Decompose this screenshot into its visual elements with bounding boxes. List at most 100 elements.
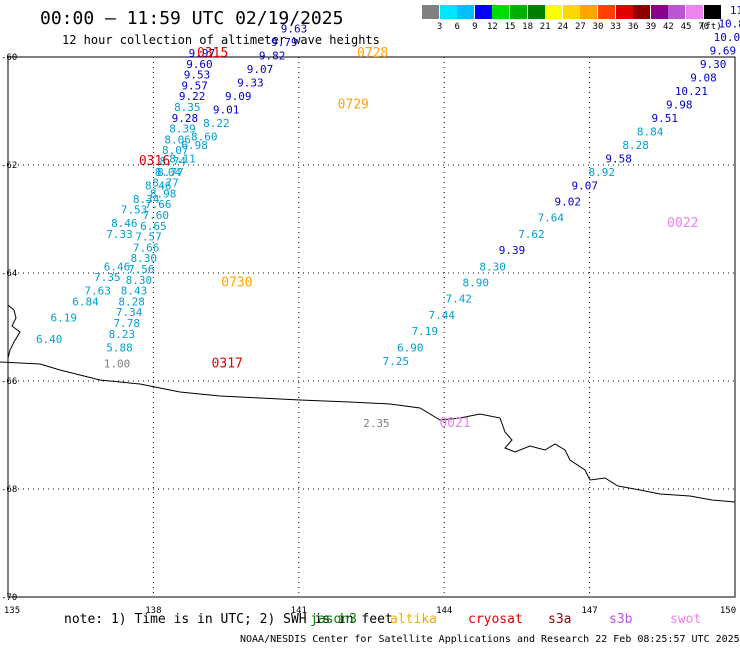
swh-value: 6.98	[181, 139, 208, 152]
swh-value: 8.98	[150, 187, 177, 200]
legend-label: 15	[504, 22, 516, 32]
swh-value: 7.19	[412, 325, 439, 338]
swh-value: 9.97	[189, 47, 216, 60]
pass-time-label: 0728	[357, 46, 388, 61]
swh-value: 8.23	[109, 328, 136, 341]
satellite-legend-item: s3a	[548, 612, 572, 627]
swh-value: 7.56	[128, 263, 155, 276]
swh-value: 8.74	[160, 155, 187, 168]
swh-value: 8.30	[126, 274, 153, 287]
swh-value: 8.35	[174, 101, 201, 114]
swh-value: 7.60	[143, 209, 170, 222]
swh-value: 9.79	[271, 36, 298, 49]
swh-value: 9.07	[572, 179, 599, 192]
swh-value: 9.08	[690, 71, 717, 84]
swh-value: 9.28	[172, 112, 199, 125]
swh-value: 9.82	[259, 50, 286, 63]
swh-value: 6.65	[140, 220, 167, 233]
swh-value: 7.53	[121, 204, 148, 217]
pass-time-label: 0316	[139, 154, 170, 169]
swh-value: 9.22	[179, 90, 206, 103]
satellite-legend-item: altika	[390, 612, 437, 627]
legend-swatch	[668, 5, 686, 19]
satellite-legend-item: jason3	[310, 612, 357, 627]
swh-value: 8.04	[155, 166, 182, 179]
swh-value: 8.92	[588, 166, 615, 179]
satellite-legend-item: cryosat	[468, 612, 523, 627]
swh-value: 9.53	[184, 69, 211, 82]
swh-value: 2.35	[363, 417, 390, 430]
swh-value: 10.82	[718, 17, 740, 30]
legend-label: 36	[627, 22, 639, 32]
swh-value: 9.33	[237, 77, 264, 90]
swh-value: 9.60	[186, 58, 213, 71]
swh-value: 7.66	[145, 198, 172, 211]
swh-value: 7.33	[106, 228, 133, 241]
legend-swatch	[457, 5, 475, 19]
swh-value: 7.78	[113, 317, 140, 330]
map-title: 00:00 – 11:59 UTC 02/19/2025	[40, 8, 344, 29]
legend-label: 39	[645, 22, 657, 32]
swh-value: 8.60	[191, 131, 218, 144]
swh-value: 9.02	[555, 196, 582, 209]
swh-value: 6.90	[397, 341, 424, 354]
footer-note: note: 1) Time is in UTC; 2) SWH is in fe…	[64, 612, 393, 627]
pass-time-label: 0315	[197, 46, 228, 61]
pass-time-label: 0729	[338, 97, 369, 112]
swh-value: 1.00	[104, 358, 131, 371]
swh-value: 6.84	[72, 295, 99, 308]
legend-swatch	[650, 5, 668, 19]
swh-value: 9.57	[181, 79, 208, 92]
swh-value: 7.25	[382, 355, 409, 368]
legend-swatch	[633, 5, 651, 19]
swh-value: 6.46	[104, 260, 131, 273]
legend-label: 9	[472, 22, 478, 32]
pass-time-label: 0317	[212, 357, 243, 372]
x-tick-label: 138	[145, 606, 161, 616]
legend-swatch	[492, 5, 510, 19]
swh-value: 10.05	[714, 31, 740, 44]
swh-value: 8.28	[622, 139, 649, 152]
swh-value: 9.01	[213, 104, 240, 117]
swh-value: 8.84	[637, 125, 664, 138]
y-tick-label: -62	[1, 161, 17, 171]
swh-value: 7.62	[518, 228, 545, 241]
satellite-legend-item: s3b	[609, 612, 633, 627]
swh-value: 8.30	[130, 252, 157, 265]
satellite-legend-item: swot	[670, 612, 702, 627]
legend-swatch	[545, 5, 563, 19]
x-tick-label: 144	[436, 606, 452, 616]
swh-value: 9.30	[700, 58, 727, 71]
swh-value: 6.19	[50, 312, 77, 325]
legend-unit: (ft)	[700, 22, 722, 32]
swh-value: 8.77	[152, 177, 179, 190]
legend-swatch	[615, 5, 633, 19]
map-subtitle: 12 hour collection of altimeter wave hei…	[62, 33, 380, 47]
legend-label: 21	[539, 22, 551, 32]
swh-value: 8.34	[133, 193, 160, 206]
swh-value: 8.90	[462, 277, 489, 290]
swh-value: 7.35	[94, 271, 121, 284]
swh-value: 8.06	[164, 133, 191, 146]
swh-value: 9.98	[666, 98, 693, 111]
swh-value: 9.63	[281, 23, 308, 36]
swh-value: 5.88	[106, 341, 133, 354]
credit-line: NOAA/NESDIS Center for Satellite Applica…	[240, 634, 740, 645]
y-tick-label: -68	[1, 485, 17, 495]
swh-value: 6.40	[36, 333, 63, 346]
legend-swatch	[422, 5, 439, 19]
swh-value: 7.42	[445, 293, 472, 306]
legend-swatch	[703, 5, 721, 19]
legend-swatch	[562, 5, 580, 19]
legend-label: 30	[592, 22, 604, 32]
y-tick-label: -60	[1, 53, 17, 63]
x-tick-label: 141	[291, 606, 307, 616]
swh-value: 7.34	[116, 306, 143, 319]
legend-label: 24	[557, 22, 569, 32]
y-tick-label: -66	[1, 377, 17, 387]
swh-value: 10.21	[675, 85, 708, 98]
swh-value: 8.43	[121, 285, 148, 298]
legend-label: 70	[698, 22, 710, 32]
swh-value: 7.57	[135, 231, 162, 244]
